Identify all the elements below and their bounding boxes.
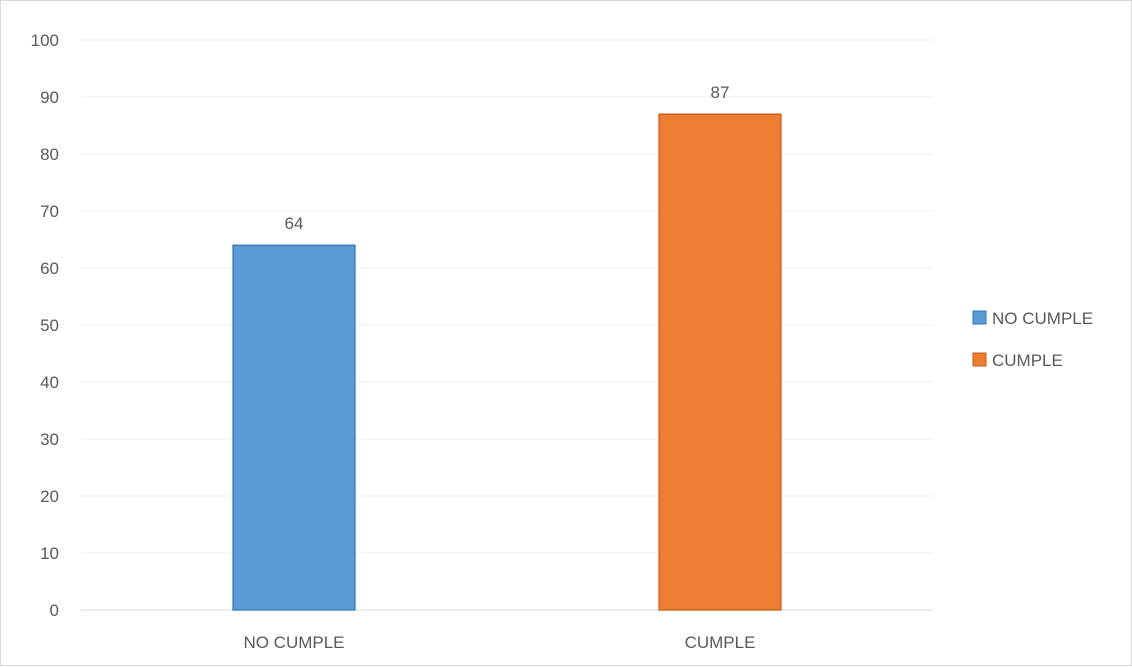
y-tick-label: 40 xyxy=(40,373,59,392)
y-tick-label: 100 xyxy=(31,31,59,50)
y-tick-label: 0 xyxy=(50,601,59,620)
legend-swatch xyxy=(972,352,987,367)
x-tick-label: NO CUMPLE xyxy=(243,633,344,652)
bar-no-cumple xyxy=(232,244,356,611)
y-tick-label: 30 xyxy=(40,430,59,449)
legend-label: CUMPLE xyxy=(992,351,1063,370)
y-tick-label: 90 xyxy=(40,88,59,107)
y-tick-label: 50 xyxy=(40,316,59,335)
legend-swatch xyxy=(972,310,987,325)
y-tick-label: 20 xyxy=(40,487,59,506)
y-tick-label: 80 xyxy=(40,145,59,164)
y-tick-label: 10 xyxy=(40,544,59,563)
legend-label: NO CUMPLE xyxy=(992,309,1093,328)
data-label: 64 xyxy=(285,214,304,233)
y-tick-label: 60 xyxy=(40,259,59,278)
data-label: 87 xyxy=(711,83,730,102)
x-tick-label: CUMPLE xyxy=(685,633,756,652)
y-tick-label: 70 xyxy=(40,202,59,221)
bar-cumple xyxy=(658,113,782,611)
